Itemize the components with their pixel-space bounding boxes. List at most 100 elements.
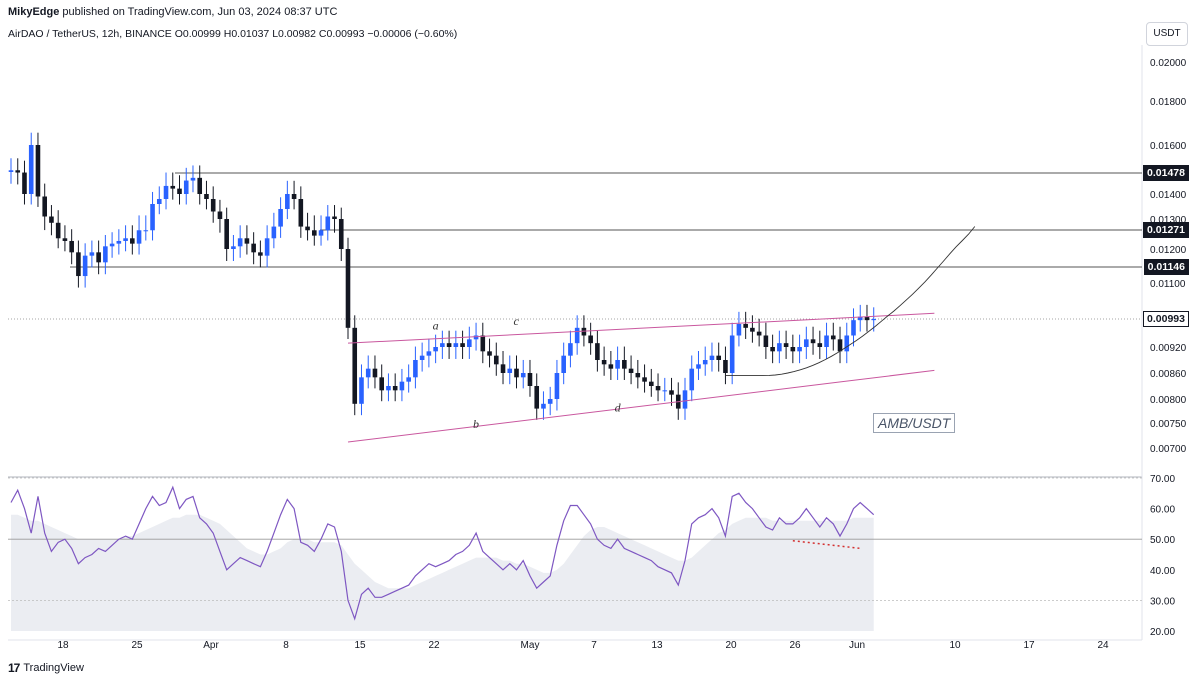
candle-body[interactable] [743,323,748,328]
candle-body[interactable] [702,360,708,365]
candle-body[interactable] [419,355,425,360]
candle-body[interactable] [649,381,654,386]
candle-body[interactable] [298,199,304,227]
candle-body[interactable] [433,347,438,352]
publisher-name[interactable]: MikyEdge [8,6,60,18]
candle-body[interactable] [28,145,34,194]
candle-body[interactable] [96,252,101,263]
candle-body[interactable] [581,327,587,336]
candle-body[interactable] [628,368,634,373]
candle-body[interactable] [379,377,384,391]
candle-body[interactable] [305,226,310,231]
candle-body[interactable] [783,343,789,347]
candle-body[interactable] [736,323,742,336]
candle-body[interactable] [588,335,593,344]
candle-body[interactable] [372,368,378,378]
candle-body[interactable] [278,209,283,227]
candle-body[interactable] [797,347,802,352]
candle-body[interactable] [527,373,533,386]
candle-body[interactable] [325,216,331,231]
candle-body[interactable] [49,216,54,223]
candle-body[interactable] [824,335,829,347]
candle-body[interactable] [109,243,115,247]
candle-body[interactable] [251,243,256,253]
candle-body[interactable] [55,222,61,239]
candle-body[interactable] [777,343,782,352]
candle-body[interactable] [871,319,877,321]
candle-body[interactable] [830,335,836,340]
candle-body[interactable] [480,335,486,352]
candle-body[interactable] [359,377,364,404]
candle-body[interactable] [642,377,647,382]
candle-body[interactable] [547,399,553,404]
candle-body[interactable] [541,403,546,409]
candle-body[interactable] [231,246,236,249]
candle-body[interactable] [622,360,627,369]
candle-body[interactable] [76,252,81,277]
candle-body[interactable] [163,185,169,199]
candle-body[interactable] [345,249,351,328]
candle-body[interactable] [399,381,405,391]
candle-body[interactable] [406,377,411,382]
candle-body[interactable] [493,355,499,365]
candle-body[interactable] [851,320,856,336]
candle-body[interactable] [8,170,14,172]
candle-body[interactable] [514,368,519,378]
candle-body[interactable] [197,177,203,194]
candle-body[interactable] [446,343,452,347]
candle-body[interactable] [170,185,176,189]
candle-body[interactable] [291,194,297,199]
candle-body[interactable] [318,230,324,236]
candle-body[interactable] [426,351,432,356]
candle-body[interactable] [763,335,769,347]
candle-body[interactable] [82,255,88,277]
candle-body[interactable] [130,238,135,244]
candle-body[interactable] [190,177,196,181]
candle-body[interactable] [864,316,870,321]
candle-body[interactable] [554,373,560,399]
candle-body[interactable] [561,355,566,373]
candle-body[interactable] [750,327,755,332]
candle-body[interactable] [42,196,47,217]
candle-body[interactable] [183,180,189,194]
candle-body[interactable] [224,219,229,249]
candle-body[interactable] [460,343,465,347]
candle-body[interactable] [156,199,162,204]
candle-body[interactable] [709,355,715,360]
candle-body[interactable] [568,343,573,356]
candle-body[interactable] [723,360,728,373]
candle-body[interactable] [264,238,270,256]
candle-body[interactable] [770,347,775,352]
candle-body[interactable] [837,339,843,352]
candle-body[interactable] [635,373,641,378]
candle-body[interactable] [35,145,41,197]
candle-body[interactable] [365,368,371,378]
candle-body[interactable] [655,386,661,391]
candle-body[interactable] [440,343,445,347]
candle-body[interactable] [62,238,68,241]
candle-body[interactable] [487,351,492,356]
candle-body[interactable] [662,390,668,392]
candle-body[interactable] [150,204,155,231]
candle-body[interactable] [285,194,290,209]
candle-body[interactable] [453,343,459,347]
candle-body[interactable] [601,360,607,365]
candle-body[interactable] [844,335,850,352]
candle-body[interactable] [22,172,27,194]
candle-body[interactable] [15,170,21,173]
candle-body[interactable] [669,390,674,395]
candle-body[interactable] [507,368,513,373]
candle-body[interactable] [615,360,620,369]
candle-body[interactable] [352,327,358,404]
candle-body[interactable] [729,335,735,373]
candle-body[interactable] [332,216,337,220]
candle-body[interactable] [177,188,182,194]
candle-body[interactable] [217,211,223,220]
candle-body[interactable] [857,316,863,321]
candle-body[interactable] [804,339,809,347]
candle-body[interactable] [413,360,418,378]
candle-body[interactable] [210,199,216,212]
candle-body[interactable] [312,230,317,236]
candle-body[interactable] [534,386,540,409]
